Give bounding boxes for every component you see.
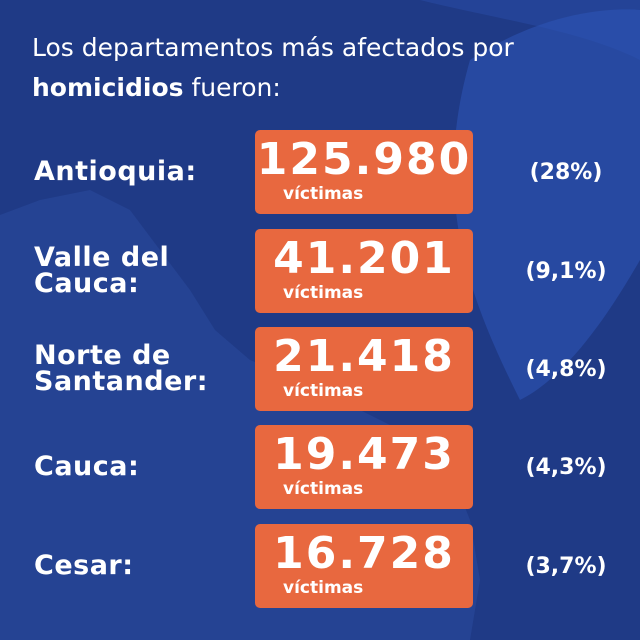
- department-name: Antioquia:: [34, 156, 197, 187]
- victims-unit: víctimas: [283, 184, 364, 204]
- victims-percent: (3,7%): [525, 553, 607, 579]
- victims-box: 16.728 víctimas: [255, 524, 473, 608]
- department-name: Valle del Cauca:: [34, 242, 170, 299]
- victims-count: 125.980: [256, 134, 472, 185]
- department-name: Cesar:: [34, 550, 134, 581]
- victims-unit: víctimas: [283, 479, 364, 499]
- victims-box: 21.418 víctimas: [255, 327, 473, 411]
- victims-count: 16.728: [273, 528, 455, 579]
- victims-percent: (9,1%): [525, 258, 607, 284]
- victims-count: 19.473: [273, 429, 455, 480]
- victims-box: 125.980 víctimas: [255, 130, 473, 214]
- victims-percent: (4,3%): [525, 454, 607, 480]
- row-norte-de-santander: Norte de Santander: 21.418 víctimas (4,8…: [0, 327, 640, 417]
- department-name: Norte de Santander:: [34, 340, 208, 397]
- title-rest: fueron:: [183, 73, 281, 102]
- department-name: Cauca:: [34, 451, 140, 482]
- victims-unit: víctimas: [283, 381, 364, 401]
- victims-count: 41.201: [273, 233, 455, 284]
- victims-unit: víctimas: [283, 283, 364, 303]
- row-cauca: Cauca: 19.473 víctimas (4,3%): [0, 425, 640, 515]
- victims-percent: (28%): [529, 159, 603, 185]
- row-cesar: Cesar: 16.728 víctimas (3,7%): [0, 524, 640, 614]
- row-valle-del-cauca: Valle del Cauca: 41.201 víctimas (9,1%): [0, 229, 640, 319]
- victims-box: 41.201 víctimas: [255, 229, 473, 313]
- row-antioquia: Antioquia: 125.980 víctimas (28%): [0, 130, 640, 220]
- victims-unit: víctimas: [283, 578, 364, 598]
- title-bold-word: homicidios: [32, 73, 184, 102]
- title-line-2: homicidios fueron:: [32, 68, 612, 108]
- page-title: Los departamentos más afectados por homi…: [32, 28, 612, 108]
- victims-percent: (4,8%): [525, 356, 607, 382]
- title-line-1: Los departamentos más afectados por: [32, 33, 514, 62]
- victims-count: 21.418: [273, 331, 455, 382]
- victims-box: 19.473 víctimas: [255, 425, 473, 509]
